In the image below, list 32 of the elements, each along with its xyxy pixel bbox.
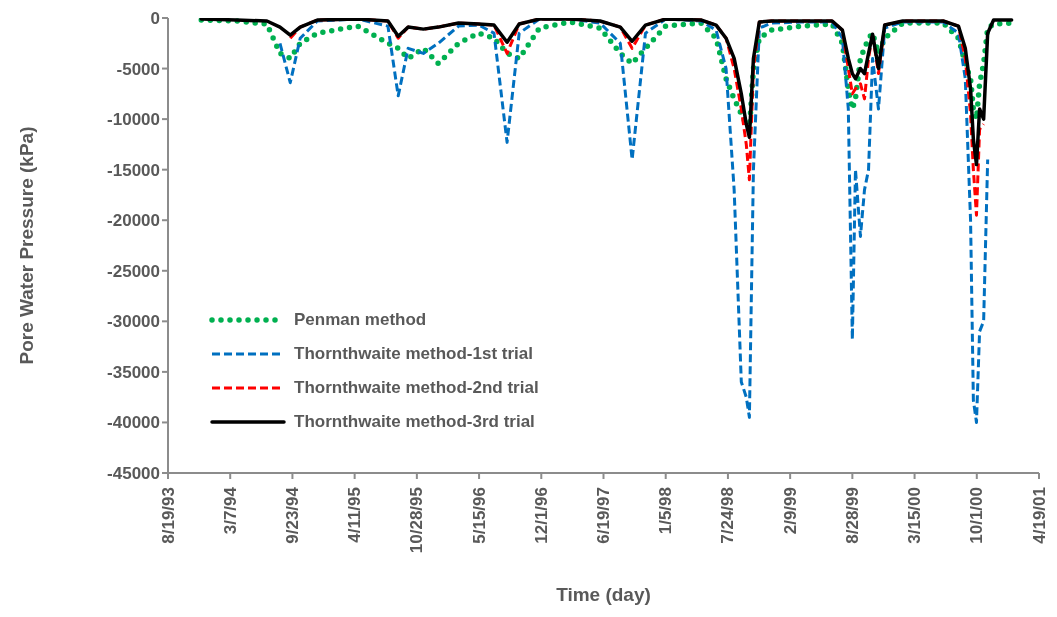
y-tick-label: -20000 [107,211,160,231]
y-tick-label: -35000 [107,362,160,382]
x-axis-title: Time (day) [556,584,651,605]
x-tick-label: 3/15/00 [905,487,925,544]
x-tick-label: 1/5/98 [656,487,676,535]
x-tick-label: 9/23/94 [282,486,302,544]
y-tick-label: -25000 [107,261,160,281]
legend-label: Penman method [294,310,427,330]
x-tick-label: 7/24/98 [718,487,738,544]
x-tick-label: 12/1/96 [531,487,551,544]
legend-label: Thornthwaite method-1st trial [294,344,533,364]
y-tick-label: -15000 [107,160,160,180]
x-tick-label: 10/1/00 [967,487,987,544]
y-tick-label: -10000 [107,110,160,130]
y-tick-label: -45000 [107,464,160,484]
x-tick-label: 5/15/96 [469,487,489,544]
line-series [199,18,1014,167]
legend-label: Thornthwaite method-3rd trial [294,412,535,432]
x-tick-label: 6/19/97 [594,487,613,544]
x-tick-label: 2/9/99 [780,487,800,535]
y-tick-label: -5000 [116,59,160,79]
legend-label: Thornthwaite method-2nd trial [294,378,539,398]
y-tick-label: 0 [150,9,160,29]
x-tick-label: 10/28/95 [407,487,427,554]
x-tick-label: 4/19/01 [1029,487,1049,544]
y-tick-label: -40000 [107,413,160,433]
y-axis-title: Pore Water Pressure (kPa) [15,126,37,365]
x-tick-label: 8/19/93 [158,487,178,544]
x-tick-label: 3/7/94 [220,486,240,535]
y-tick-label: -30000 [107,312,160,332]
x-tick-label: 8/28/99 [842,487,862,544]
x-tick-label: 4/11/95 [345,487,365,543]
